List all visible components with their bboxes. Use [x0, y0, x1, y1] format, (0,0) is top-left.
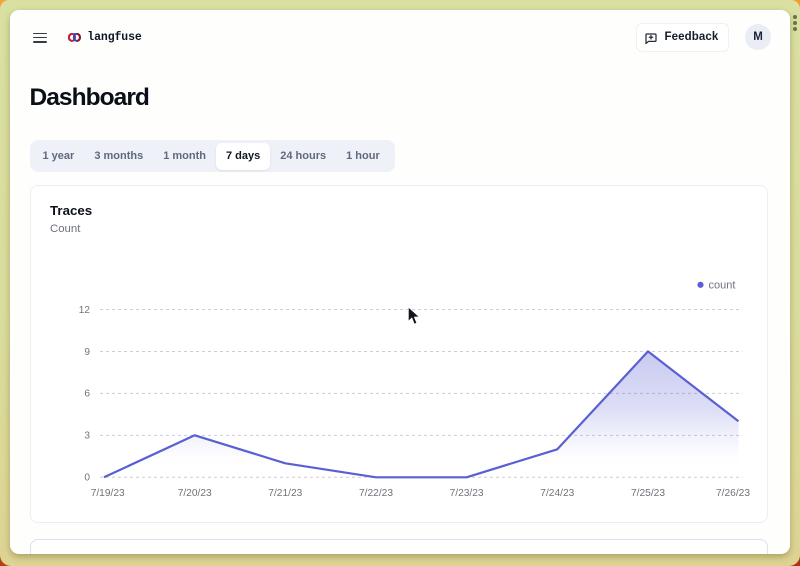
- svg-text:12: 12: [79, 305, 91, 316]
- svg-text:6: 6: [84, 389, 90, 400]
- svg-text:7/22/23: 7/22/23: [359, 488, 393, 499]
- svg-text:7/26/23: 7/26/23: [716, 488, 750, 499]
- svg-text:3: 3: [84, 431, 90, 442]
- svg-text:7/23/23: 7/23/23: [450, 488, 484, 499]
- svg-text:7/24/23: 7/24/23: [540, 488, 574, 499]
- svg-text:7/21/23: 7/21/23: [268, 488, 302, 499]
- svg-text:9: 9: [84, 347, 90, 358]
- svg-text:count: count: [709, 280, 736, 292]
- svg-text:7/25/23: 7/25/23: [631, 488, 665, 499]
- svg-text:7/20/23: 7/20/23: [178, 488, 212, 499]
- svg-text:7/19/23: 7/19/23: [91, 488, 125, 499]
- svg-text:0: 0: [84, 473, 90, 484]
